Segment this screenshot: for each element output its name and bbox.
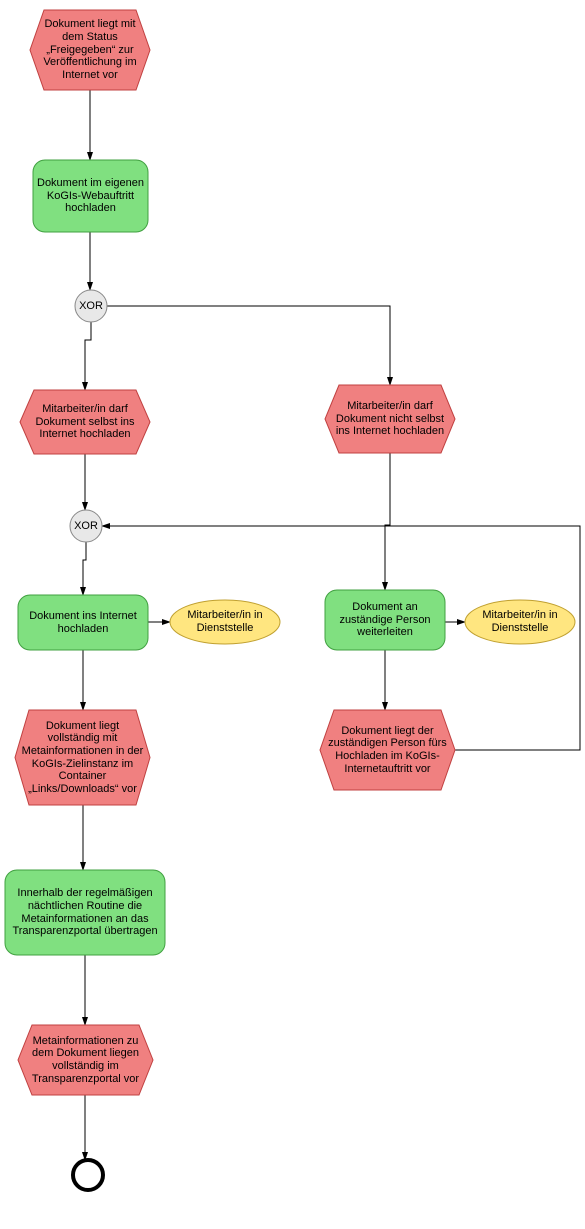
node-label: XOR bbox=[70, 510, 102, 542]
node-n10: Mitarbeiter/in in Dienststelle bbox=[465, 600, 575, 644]
node-shape bbox=[73, 1160, 103, 1190]
edge-n3-n4 bbox=[85, 322, 91, 390]
node-label: XOR bbox=[75, 290, 107, 322]
node-n8: Mitarbeiter/in in Dienststelle bbox=[170, 600, 280, 644]
node-n13: Innerhalb der regelmäßigen nächtlichen R… bbox=[5, 870, 165, 955]
node-n3: XOR bbox=[75, 290, 107, 322]
node-n7: Dokument ins Internet hochladen bbox=[18, 595, 148, 650]
nodes-layer: Dokument liegt mit dem Status „Freigegeb… bbox=[5, 10, 575, 1190]
node-label: Dokument ins Internet hochladen bbox=[18, 595, 148, 650]
node-label: Mitarbeiter/in in Dienststelle bbox=[465, 600, 575, 644]
node-label: Dokument liegt mit dem Status „Freigegeb… bbox=[30, 10, 150, 90]
node-label: Mitarbeiter/in in Dienststelle bbox=[170, 600, 280, 644]
node-label: Dokument im eigenen KoGIs-Webauftritt ho… bbox=[33, 160, 148, 232]
node-n15 bbox=[73, 1160, 103, 1190]
node-n4: Mitarbeiter/in darf Dokument selbst ins … bbox=[20, 390, 150, 454]
node-n1: Dokument liegt mit dem Status „Freigegeb… bbox=[30, 10, 150, 90]
node-n6: XOR bbox=[70, 510, 102, 542]
node-label: Mitarbeiter/in darf Dokument selbst ins … bbox=[20, 390, 150, 454]
node-label: Metainformationen zu dem Dokument liegen… bbox=[18, 1025, 153, 1095]
node-n11: Dokument liegt vollständig mit Metainfor… bbox=[15, 710, 150, 805]
node-n9: Dokument an zuständige Person weiterleit… bbox=[325, 590, 445, 650]
node-label: Mitarbeiter/in darf Dokument nicht selbs… bbox=[325, 385, 455, 453]
node-n12: Dokument liegt der zuständigen Person fü… bbox=[320, 710, 455, 790]
node-label: Innerhalb der regelmäßigen nächtlichen R… bbox=[5, 870, 165, 955]
edge-n5-n9 bbox=[385, 453, 390, 590]
edge-n6-n7 bbox=[83, 542, 86, 595]
edge-n3-n5 bbox=[107, 306, 390, 385]
node-n2: Dokument im eigenen KoGIs-Webauftritt ho… bbox=[33, 160, 148, 232]
node-n14: Metainformationen zu dem Dokument liegen… bbox=[18, 1025, 153, 1095]
node-label: Dokument liegt vollständig mit Metainfor… bbox=[15, 710, 150, 805]
node-label: Dokument an zuständige Person weiterleit… bbox=[325, 590, 445, 650]
node-n5: Mitarbeiter/in darf Dokument nicht selbs… bbox=[325, 385, 455, 453]
node-label: Dokument liegt der zuständigen Person fü… bbox=[320, 710, 455, 790]
